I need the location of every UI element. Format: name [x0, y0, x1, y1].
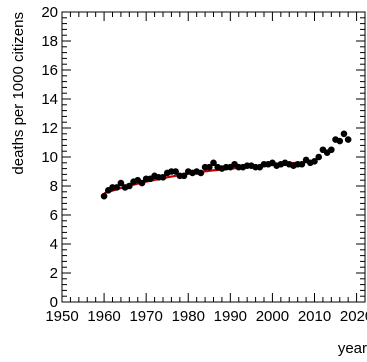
- data-point: [113, 184, 121, 191]
- data-point: [205, 163, 213, 171]
- x-tick-label: 2010: [298, 308, 331, 325]
- data-point: [340, 130, 348, 138]
- y-axis-title: deaths per 1000 citizens: [10, 12, 27, 175]
- data-point: [159, 174, 167, 181]
- data-point: [328, 146, 335, 154]
- x-axis-title: year: [338, 340, 367, 357]
- y-tick-label: 20: [41, 4, 58, 21]
- y-tick-label: 14: [41, 91, 58, 108]
- y-tick-label: 18: [41, 33, 58, 50]
- data-point: [138, 179, 146, 187]
- data-point: [210, 159, 217, 167]
- x-tick-label: 1980: [172, 308, 205, 325]
- x-tick-label: 2000: [256, 308, 289, 325]
- y-tick-label: 6: [50, 207, 58, 224]
- data-point: [336, 137, 344, 145]
- y-tick-label: 10: [41, 149, 58, 166]
- y-tick-label: 2: [50, 265, 58, 282]
- y-axis-ticks: 0 2 4 6 8 10 12 14 16 18 20: [41, 4, 365, 311]
- y-tick-label: 8: [50, 178, 58, 195]
- x-tick-label: 1990: [214, 308, 247, 325]
- x-axis-ticks: 1950 1960 1970 1980 1990 2000 2010 2020: [45, 12, 367, 325]
- data-point: [172, 168, 179, 175]
- data-point: [197, 169, 205, 177]
- y-tick-label: 0: [50, 294, 58, 311]
- data-point: [126, 182, 133, 190]
- data-point: [311, 158, 318, 165]
- data-point: [298, 160, 306, 168]
- data-point: [117, 179, 125, 187]
- data-points: [100, 130, 352, 200]
- y-tick-label: 16: [41, 62, 58, 79]
- x-tick-label: 2020: [340, 308, 367, 325]
- y-tick-label: 12: [41, 120, 58, 137]
- x-tick-label: 1950: [45, 308, 78, 325]
- x-tick-label: 1960: [87, 308, 120, 325]
- data-point: [344, 136, 352, 143]
- data-point: [100, 192, 108, 200]
- data-point: [180, 172, 188, 180]
- x-tick-label: 1970: [129, 308, 162, 325]
- y-tick-label: 4: [50, 236, 58, 253]
- data-point: [315, 153, 323, 161]
